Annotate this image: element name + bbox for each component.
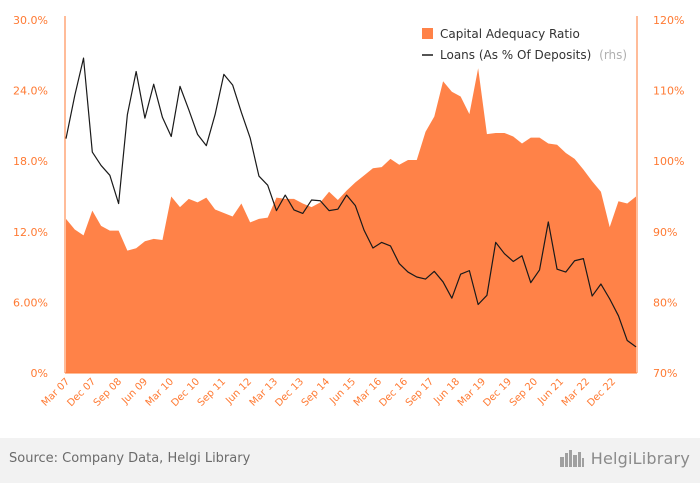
right-tick-label: 80% (653, 296, 677, 309)
legend-swatch-capital-adequacy (422, 28, 433, 39)
legend-label-capital-adequacy: Capital Adequacy Ratio (440, 27, 580, 41)
chart: 0% 6.00% 12.0% 18.0% 24.0% 30.0% 70% 80% 90% 100… (13, 14, 684, 409)
right-tick-label: 90% (653, 226, 677, 239)
x-tick-label: Dec 13 (273, 376, 306, 409)
right-tick-label: 100% (653, 155, 684, 168)
left-tick-label: 6.00% (13, 296, 48, 309)
x-tick-label: Dec 22 (585, 376, 618, 409)
x-tick-label: Sep 11 (196, 376, 228, 408)
x-tick-label: Sep 20 (508, 376, 540, 408)
loans-to-deposits-line (65, 57, 637, 348)
right-axis-ticks: 70% 80% 90% 100% 110% 120% (653, 14, 684, 380)
left-tick-label: 24.0% (13, 85, 48, 98)
legend-label-loans-text: Loans (As % Of Deposits) (440, 48, 591, 62)
right-tick-label: 120% (653, 14, 684, 27)
right-tick-label: 70% (653, 367, 677, 380)
x-tick-label: Sep 17 (404, 376, 436, 408)
footer: Source: Company Data, Helgi Library Helg… (0, 438, 700, 483)
left-tick-label: 0% (31, 367, 48, 380)
loans-line-layer (65, 57, 637, 348)
x-tick-label: Dec 10 (169, 376, 202, 409)
legend: Capital Adequacy Ratio Loans (As % Of De… (422, 27, 627, 62)
x-tick-label: Dec 07 (65, 376, 98, 409)
left-axis-ticks: 0% 6.00% 12.0% 18.0% 24.0% 30.0% (13, 14, 48, 380)
legend-label-loans: Loans (As % Of Deposits) (rhs) (440, 48, 627, 62)
brand-logo[interactable]: HelgiLibrary (559, 448, 690, 468)
source-text: Source: Company Data, Helgi Library (9, 451, 251, 466)
city-skyline-icon (559, 450, 584, 467)
left-tick-label: 18.0% (13, 155, 48, 168)
right-tick-label: 110% (653, 85, 684, 98)
capital-adequacy-area-layer (66, 68, 636, 374)
x-tick-label: Sep 08 (92, 376, 124, 408)
axes (64, 16, 638, 374)
x-tick-label: Dec 16 (377, 376, 410, 409)
legend-label-loans-suffix: (rhs) (599, 48, 627, 62)
brand-name: HelgiLibrary (590, 448, 690, 468)
x-tick-label: Dec 19 (481, 376, 514, 409)
x-tick-label: Sep 14 (300, 376, 332, 408)
capital-adequacy-area (66, 68, 636, 374)
left-tick-label: 30.0% (13, 14, 48, 27)
left-tick-label: 12.0% (13, 226, 48, 239)
